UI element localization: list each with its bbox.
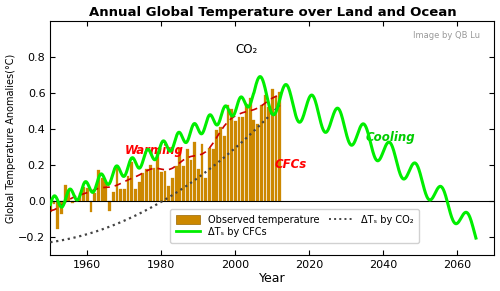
Text: CO₂: CO₂ [236, 43, 258, 56]
Bar [116, 168, 118, 201]
Bar [182, 166, 185, 201]
Bar [245, 104, 248, 201]
Bar [126, 176, 130, 201]
Bar [208, 148, 211, 201]
Bar [260, 105, 262, 201]
Bar [190, 159, 192, 201]
Bar [271, 88, 274, 201]
Bar [49, 201, 51, 212]
Bar [164, 171, 166, 201]
Bar [219, 127, 222, 201]
Bar [160, 172, 162, 201]
Bar [171, 178, 174, 201]
Bar [234, 121, 237, 201]
Bar [94, 193, 96, 201]
Bar [120, 189, 122, 201]
Bar [112, 192, 114, 201]
Bar [78, 194, 82, 201]
Bar [156, 152, 159, 201]
Bar [104, 182, 107, 201]
Bar [268, 107, 270, 201]
Text: Warming: Warming [124, 144, 184, 157]
Bar [145, 169, 148, 201]
Title: Annual Global Temperature over Land and Ocean: Annual Global Temperature over Land and … [88, 6, 456, 19]
Bar [68, 190, 70, 201]
Bar [149, 165, 152, 201]
Bar [142, 173, 144, 201]
Bar [274, 95, 278, 201]
Bar [52, 201, 56, 204]
Bar [212, 149, 214, 201]
Bar [230, 109, 233, 201]
Bar [64, 185, 66, 201]
Bar [123, 189, 126, 201]
Bar [134, 189, 137, 201]
Bar [249, 98, 252, 201]
Bar [97, 171, 100, 201]
Bar [75, 200, 78, 201]
Bar [204, 178, 207, 201]
Bar [256, 124, 259, 201]
Bar [186, 149, 188, 201]
Bar [86, 188, 88, 201]
Bar [56, 201, 59, 228]
Bar [264, 95, 266, 201]
Legend: Observed temperature, ΔTₛ by CFCs, ΔTₛ by CO₂: Observed temperature, ΔTₛ by CFCs, ΔTₛ b… [170, 209, 420, 243]
Bar [252, 120, 256, 201]
Bar [152, 168, 156, 201]
Bar [130, 162, 133, 201]
Bar [178, 148, 181, 201]
Bar [216, 130, 218, 201]
Bar [82, 187, 85, 201]
Bar [238, 117, 240, 201]
Bar [108, 201, 111, 211]
Text: Cooling: Cooling [366, 132, 416, 144]
Bar [100, 178, 103, 201]
Bar [168, 186, 170, 201]
Bar [197, 169, 200, 201]
Bar [60, 201, 63, 214]
Text: Image by QB Lu: Image by QB Lu [412, 31, 480, 40]
Bar [242, 117, 244, 201]
Bar [138, 182, 140, 201]
Bar [226, 104, 230, 201]
Bar [71, 201, 74, 203]
Bar [200, 144, 203, 201]
Bar [175, 166, 178, 201]
Y-axis label: Global Temperature Anomalies(°C): Global Temperature Anomalies(°C) [6, 53, 16, 223]
Bar [278, 93, 281, 201]
Bar [223, 136, 226, 201]
X-axis label: Year: Year [259, 272, 285, 285]
Text: CFCs: CFCs [275, 158, 307, 171]
Bar [194, 142, 196, 201]
Bar [90, 201, 92, 212]
